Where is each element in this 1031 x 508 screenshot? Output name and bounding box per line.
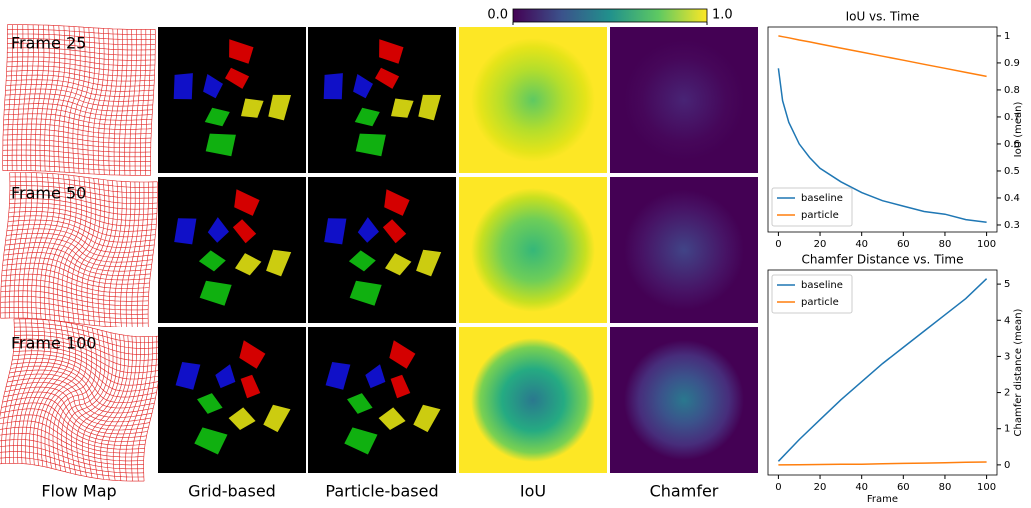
y-tick-label: 2 xyxy=(1004,388,1010,399)
y-tick-label: 4 xyxy=(1004,315,1010,326)
x-tick-label: 100 xyxy=(977,482,996,493)
y-tick-label: 3 xyxy=(1004,351,1010,362)
page: Frame 25Frame 50Frame 100Flow MapGrid-ba… xyxy=(0,0,1031,504)
chamfer-field xyxy=(624,340,744,460)
y-tick-label: 0 xyxy=(1004,460,1010,471)
legend-label: baseline xyxy=(801,280,843,291)
shape-panel xyxy=(308,177,456,323)
column-label: Particle-based xyxy=(325,482,438,501)
colorbar xyxy=(513,9,707,22)
x-axis-label: Frame xyxy=(867,494,898,504)
shape-panel xyxy=(308,327,456,473)
legend-label: particle xyxy=(801,297,839,308)
series-line xyxy=(778,36,986,77)
colorbar-label: 1.0 xyxy=(712,8,733,23)
x-tick-label: 0 xyxy=(775,239,781,250)
y-axis-label: Chamfer distance (mean) xyxy=(1013,308,1024,436)
x-tick-label: 60 xyxy=(897,239,910,250)
legend-label: particle xyxy=(801,210,839,221)
chamfer-field xyxy=(624,40,744,160)
frame-label: Frame 25 xyxy=(11,34,86,53)
x-tick-label: 40 xyxy=(855,482,868,493)
y-tick-label: 5 xyxy=(1004,279,1010,290)
x-tick-label: 0 xyxy=(775,482,781,493)
column-label: Chamfer xyxy=(650,482,719,501)
iou-field xyxy=(471,188,595,312)
figure: Frame 25Frame 50Frame 100Flow MapGrid-ba… xyxy=(0,0,1031,504)
y-tick-label: 0.5 xyxy=(1004,166,1020,177)
chart-title: Chamfer Distance vs. Time xyxy=(801,253,963,267)
y-tick-label: 1 xyxy=(1004,424,1010,435)
x-tick-label: 20 xyxy=(814,239,827,250)
y-axis-label: IoU (mean) xyxy=(1013,102,1024,158)
x-tick-label: 20 xyxy=(814,482,827,493)
legend-label: baseline xyxy=(801,193,843,204)
column-label: Grid-based xyxy=(188,482,276,501)
iou-field xyxy=(471,338,595,462)
x-tick-label: 80 xyxy=(939,239,952,250)
x-tick-label: 100 xyxy=(977,239,996,250)
frame-label: Frame 100 xyxy=(11,334,96,353)
frame-label: Frame 50 xyxy=(11,184,86,203)
y-tick-label: 1 xyxy=(1004,31,1010,42)
x-tick-label: 60 xyxy=(897,482,910,493)
column-label: IoU xyxy=(520,482,546,501)
x-tick-label: 80 xyxy=(939,482,952,493)
series-line xyxy=(778,462,986,465)
chamfer-field xyxy=(624,190,744,310)
y-tick-label: 0.8 xyxy=(1004,85,1020,96)
iou-field xyxy=(471,38,595,162)
shape xyxy=(324,73,343,99)
colorbar-label: 0.0 xyxy=(487,8,508,23)
column-label: Flow Map xyxy=(41,482,116,501)
shape-panel xyxy=(158,327,306,473)
shape xyxy=(174,73,193,99)
chart-title: IoU vs. Time xyxy=(846,10,920,24)
shape-panel xyxy=(158,177,306,323)
y-tick-label: 0.9 xyxy=(1004,58,1020,69)
y-tick-label: 0.3 xyxy=(1004,220,1020,231)
y-tick-label: 0.4 xyxy=(1004,193,1020,204)
x-tick-label: 40 xyxy=(855,239,868,250)
